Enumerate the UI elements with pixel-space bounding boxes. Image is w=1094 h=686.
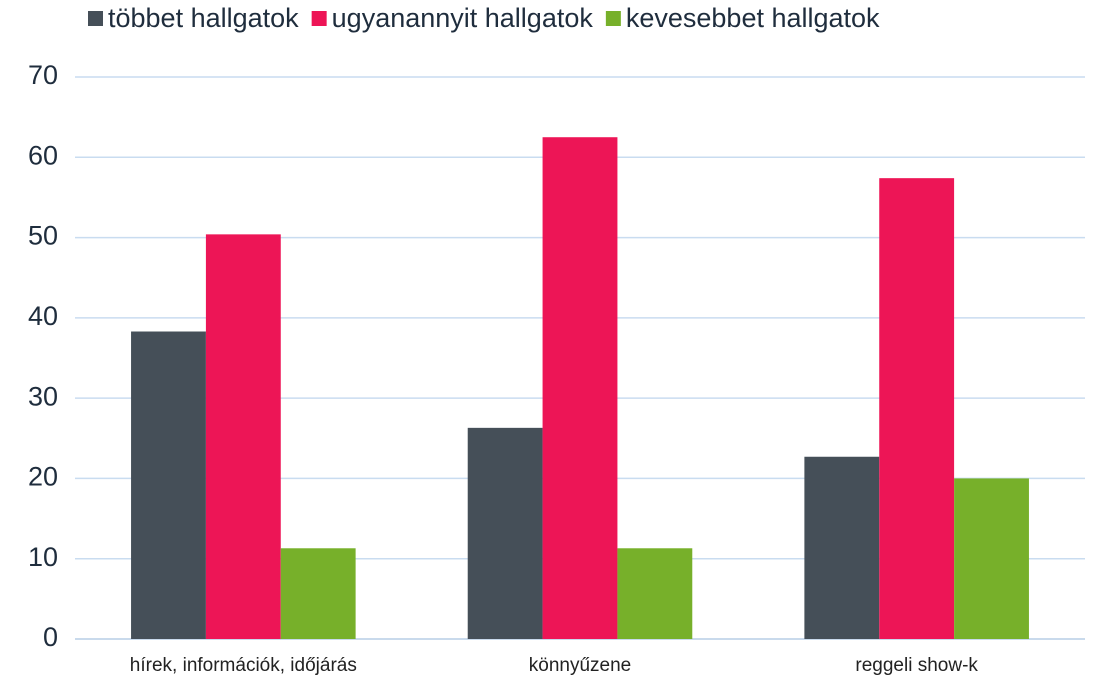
y-tick-label: 70 [28,60,58,90]
y-tick-label: 0 [43,622,58,652]
x-tick-label: könnyűzene [529,655,631,676]
y-tick-label: 50 [28,221,58,251]
legend-swatch [605,11,621,26]
bar [954,478,1029,639]
bar [542,137,618,639]
legend-label: ugyanannyit hallgatok [332,3,594,33]
y-tick-label: 40 [28,301,58,331]
bar [280,548,356,639]
bar [617,548,693,639]
bar [879,178,955,639]
legend-swatch [88,11,103,26]
legend-swatch [311,11,327,26]
x-tick-label: reggeli show-k [855,655,978,676]
x-tick-label: hírek, információk, időjárás [130,655,357,676]
legend-label: kevesebbet hallgatok [626,3,880,33]
y-tick-label: 20 [28,462,58,492]
bar [131,331,206,639]
y-tick-label: 10 [28,542,58,572]
y-tick-label: 30 [28,381,58,411]
y-tick-label: 60 [28,140,58,170]
bar [205,234,281,640]
bar [804,456,880,639]
bar [467,427,543,639]
legend-label: többet hallgatok [108,3,299,33]
